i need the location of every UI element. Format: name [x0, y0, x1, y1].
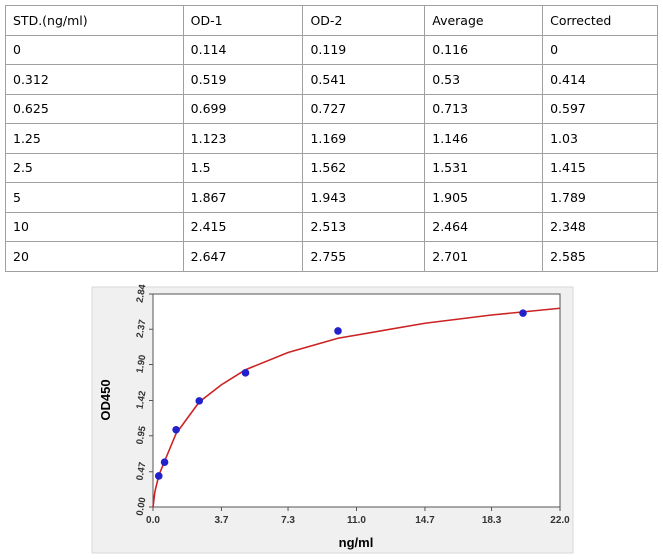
y-tick-label: 1.90	[135, 354, 149, 374]
table-row: 10 2.415 2.513 2.464 2.348	[5, 211, 658, 242]
table-cell: 1.905	[424, 182, 544, 213]
x-tick-label: 3.7	[214, 515, 228, 526]
table-cell: 0	[542, 34, 658, 65]
table-cell: 2.5	[5, 152, 184, 183]
x-tick-label: 7.3	[281, 515, 295, 526]
table-cell: Corrected	[542, 5, 658, 36]
data-point	[241, 369, 250, 377]
table-row: 5 1.867 1.943 1.905 1.789	[5, 182, 658, 213]
table-cell: 1.5	[182, 152, 304, 183]
y-tick-label: 2.37	[135, 319, 149, 339]
table-cell: 0.699	[182, 93, 304, 124]
table-row: 20 2.647 2.755 2.701 2.585	[5, 241, 658, 272]
table-cell: 1.867	[182, 182, 304, 213]
table-cell: 0	[5, 34, 184, 65]
table-cell: STD.(ng/ml)	[5, 5, 184, 36]
data-point	[160, 458, 169, 467]
table-cell: 2.647	[182, 241, 304, 272]
table-cell: 0.727	[302, 93, 426, 124]
x-tick-label: 14.7	[415, 515, 435, 526]
table-cell: Average	[424, 5, 544, 36]
table-cell: 0.53	[424, 64, 544, 95]
header-row: STD.(ng/ml) OD-1 OD-2 Average Corrected	[5, 5, 658, 36]
table-cell: 2.585	[542, 241, 658, 272]
table-cell: 0.597	[542, 93, 658, 124]
y-tick-label: 1.42	[135, 390, 149, 410]
x-tick-label: 0.0	[146, 515, 160, 526]
data-point	[154, 472, 163, 480]
table-cell: 2.348	[542, 211, 658, 242]
chart: ng/ml OD450 0.00 0.47 0.95 1.42 1.90 2.37 2.84…	[91, 283, 574, 554]
x-tick-label: 18.3	[482, 515, 502, 526]
table-cell: 1.789	[542, 182, 658, 213]
table-cell: 0.519	[182, 64, 304, 95]
y-tick-label: 0.47	[135, 461, 149, 481]
x-axis-label: ng/ml	[339, 535, 374, 550]
data-table: STD.(ng/ml) OD-1 OD-2 Average Corrected 0 0.11…	[5, 5, 658, 272]
table-cell: 20	[5, 241, 184, 272]
table-cell: 1.123	[182, 123, 304, 154]
table-cell: 2.464	[424, 211, 544, 242]
table-cell: 1.03	[542, 123, 658, 154]
table-cell: 1.943	[302, 182, 426, 213]
table-cell: 2.755	[302, 241, 426, 272]
table-cell: 10	[5, 211, 184, 242]
x-tick-label: 22.0	[550, 515, 570, 526]
table-row: 1.25 1.123 1.169 1.146 1.03	[5, 123, 658, 154]
table-cell: 1.562	[302, 152, 426, 183]
table-row: 0.625 0.699 0.727 0.713 0.597	[5, 93, 658, 124]
table-cell: 1.415	[542, 152, 658, 183]
table-cell: 0.414	[542, 64, 658, 95]
table-cell: 0.116	[424, 34, 544, 65]
data-point	[195, 397, 204, 405]
table-cell: 1.146	[424, 123, 544, 154]
table-cell: 0.119	[302, 34, 426, 65]
table-cell: 0.312	[5, 64, 184, 95]
data-point	[334, 327, 342, 335]
data-point	[172, 425, 180, 434]
table-row: 2.5 1.5 1.562 1.531 1.415	[5, 152, 658, 183]
plot-area	[152, 293, 561, 508]
table-cell: 2.701	[424, 241, 544, 272]
y-tick-label: 2.84	[135, 283, 149, 304]
x-tick-label: 11.0	[347, 515, 366, 526]
table-cell: 1.531	[424, 152, 544, 183]
y-tick-label: 0.00	[135, 497, 149, 517]
y-tick-label: 0.95	[135, 425, 149, 446]
data-point	[519, 309, 527, 317]
table-cell: 0.625	[5, 93, 184, 124]
table-cell: 2.415	[182, 211, 304, 242]
table-cell: 5	[5, 182, 184, 213]
table-cell: OD-1	[182, 5, 304, 36]
table-cell: 0.541	[302, 64, 426, 95]
table-cell: 1.25	[5, 123, 184, 154]
table-cell: 2.513	[302, 211, 426, 242]
table-cell: OD-2	[302, 5, 426, 36]
y-axis-label: OD450	[98, 379, 113, 420]
table-cell: 0.713	[424, 93, 544, 124]
table-row: 0 0.114 0.119 0.116 0	[5, 34, 658, 65]
table-cell: 0.114	[182, 34, 304, 65]
table-cell: 1.169	[302, 123, 426, 154]
table-row: 0.312 0.519 0.541 0.53 0.414	[5, 64, 658, 95]
